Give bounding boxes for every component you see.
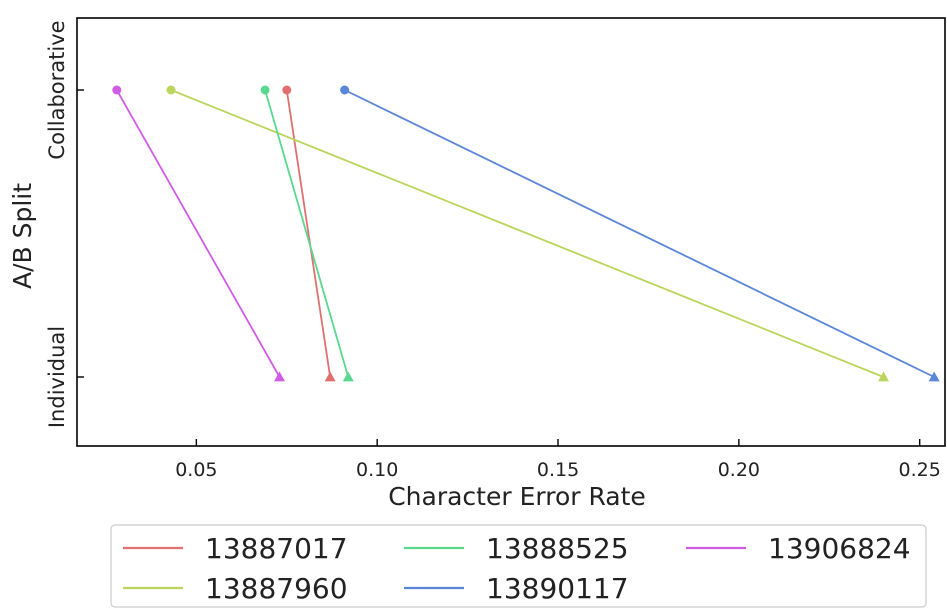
x-tick-label: 0.20	[718, 459, 760, 481]
series-line	[264, 89, 350, 378]
series-line	[344, 89, 935, 378]
point-individual	[324, 371, 336, 382]
series-13906824	[112, 85, 286, 382]
y-tick-label-collaborative: Collaborative	[45, 20, 69, 159]
x-axis-ticks: 0.05 0.10 0.15 0.20 0.25	[175, 439, 941, 481]
legend: 13887017 13887960 13888525 13890117 13906824	[123, 532, 911, 605]
legend-label: 13906824	[768, 532, 911, 565]
series-13887960	[166, 85, 890, 382]
x-axis-title: Character Error Rate	[388, 482, 646, 511]
point-individual	[928, 371, 940, 382]
point-collaborative	[166, 85, 176, 95]
y-axis-ticks: Collaborative Individual	[45, 20, 84, 428]
series-line	[116, 89, 281, 378]
y-tick-label-individual: Individual	[45, 326, 69, 428]
point-individual	[878, 371, 890, 382]
point-collaborative	[282, 85, 292, 95]
legend-label: 13887960	[205, 572, 348, 605]
series-layer	[112, 85, 940, 382]
point-individual	[274, 371, 286, 382]
legend-item-13887017: 13887017	[123, 532, 348, 565]
x-tick-label: 0.25	[899, 459, 941, 481]
point-collaborative	[112, 85, 122, 95]
legend-label: 13887017	[205, 532, 348, 565]
y-axis-title: A/B Split	[8, 183, 37, 289]
x-tick-label: 0.15	[537, 459, 579, 481]
legend-item-13906824: 13906824	[686, 532, 911, 565]
legend-item-13890117: 13890117	[404, 572, 629, 605]
point-collaborative	[340, 85, 350, 95]
point-collaborative	[260, 85, 270, 95]
legend-frame	[110, 524, 927, 608]
legend-label: 13890117	[486, 572, 629, 605]
series-13890117	[340, 85, 940, 382]
series-line	[170, 89, 884, 378]
legend-item-13888525: 13888525	[404, 532, 629, 565]
legend-label: 13888525	[486, 532, 629, 565]
plot-frame	[76, 17, 946, 447]
series-13888525	[260, 85, 354, 382]
x-tick-label: 0.05	[175, 459, 217, 481]
series-line	[285, 89, 332, 378]
legend-item-13887960: 13887960	[123, 572, 348, 605]
x-tick-label: 0.10	[356, 459, 398, 481]
series-13887017	[282, 85, 336, 382]
point-individual	[342, 371, 354, 382]
